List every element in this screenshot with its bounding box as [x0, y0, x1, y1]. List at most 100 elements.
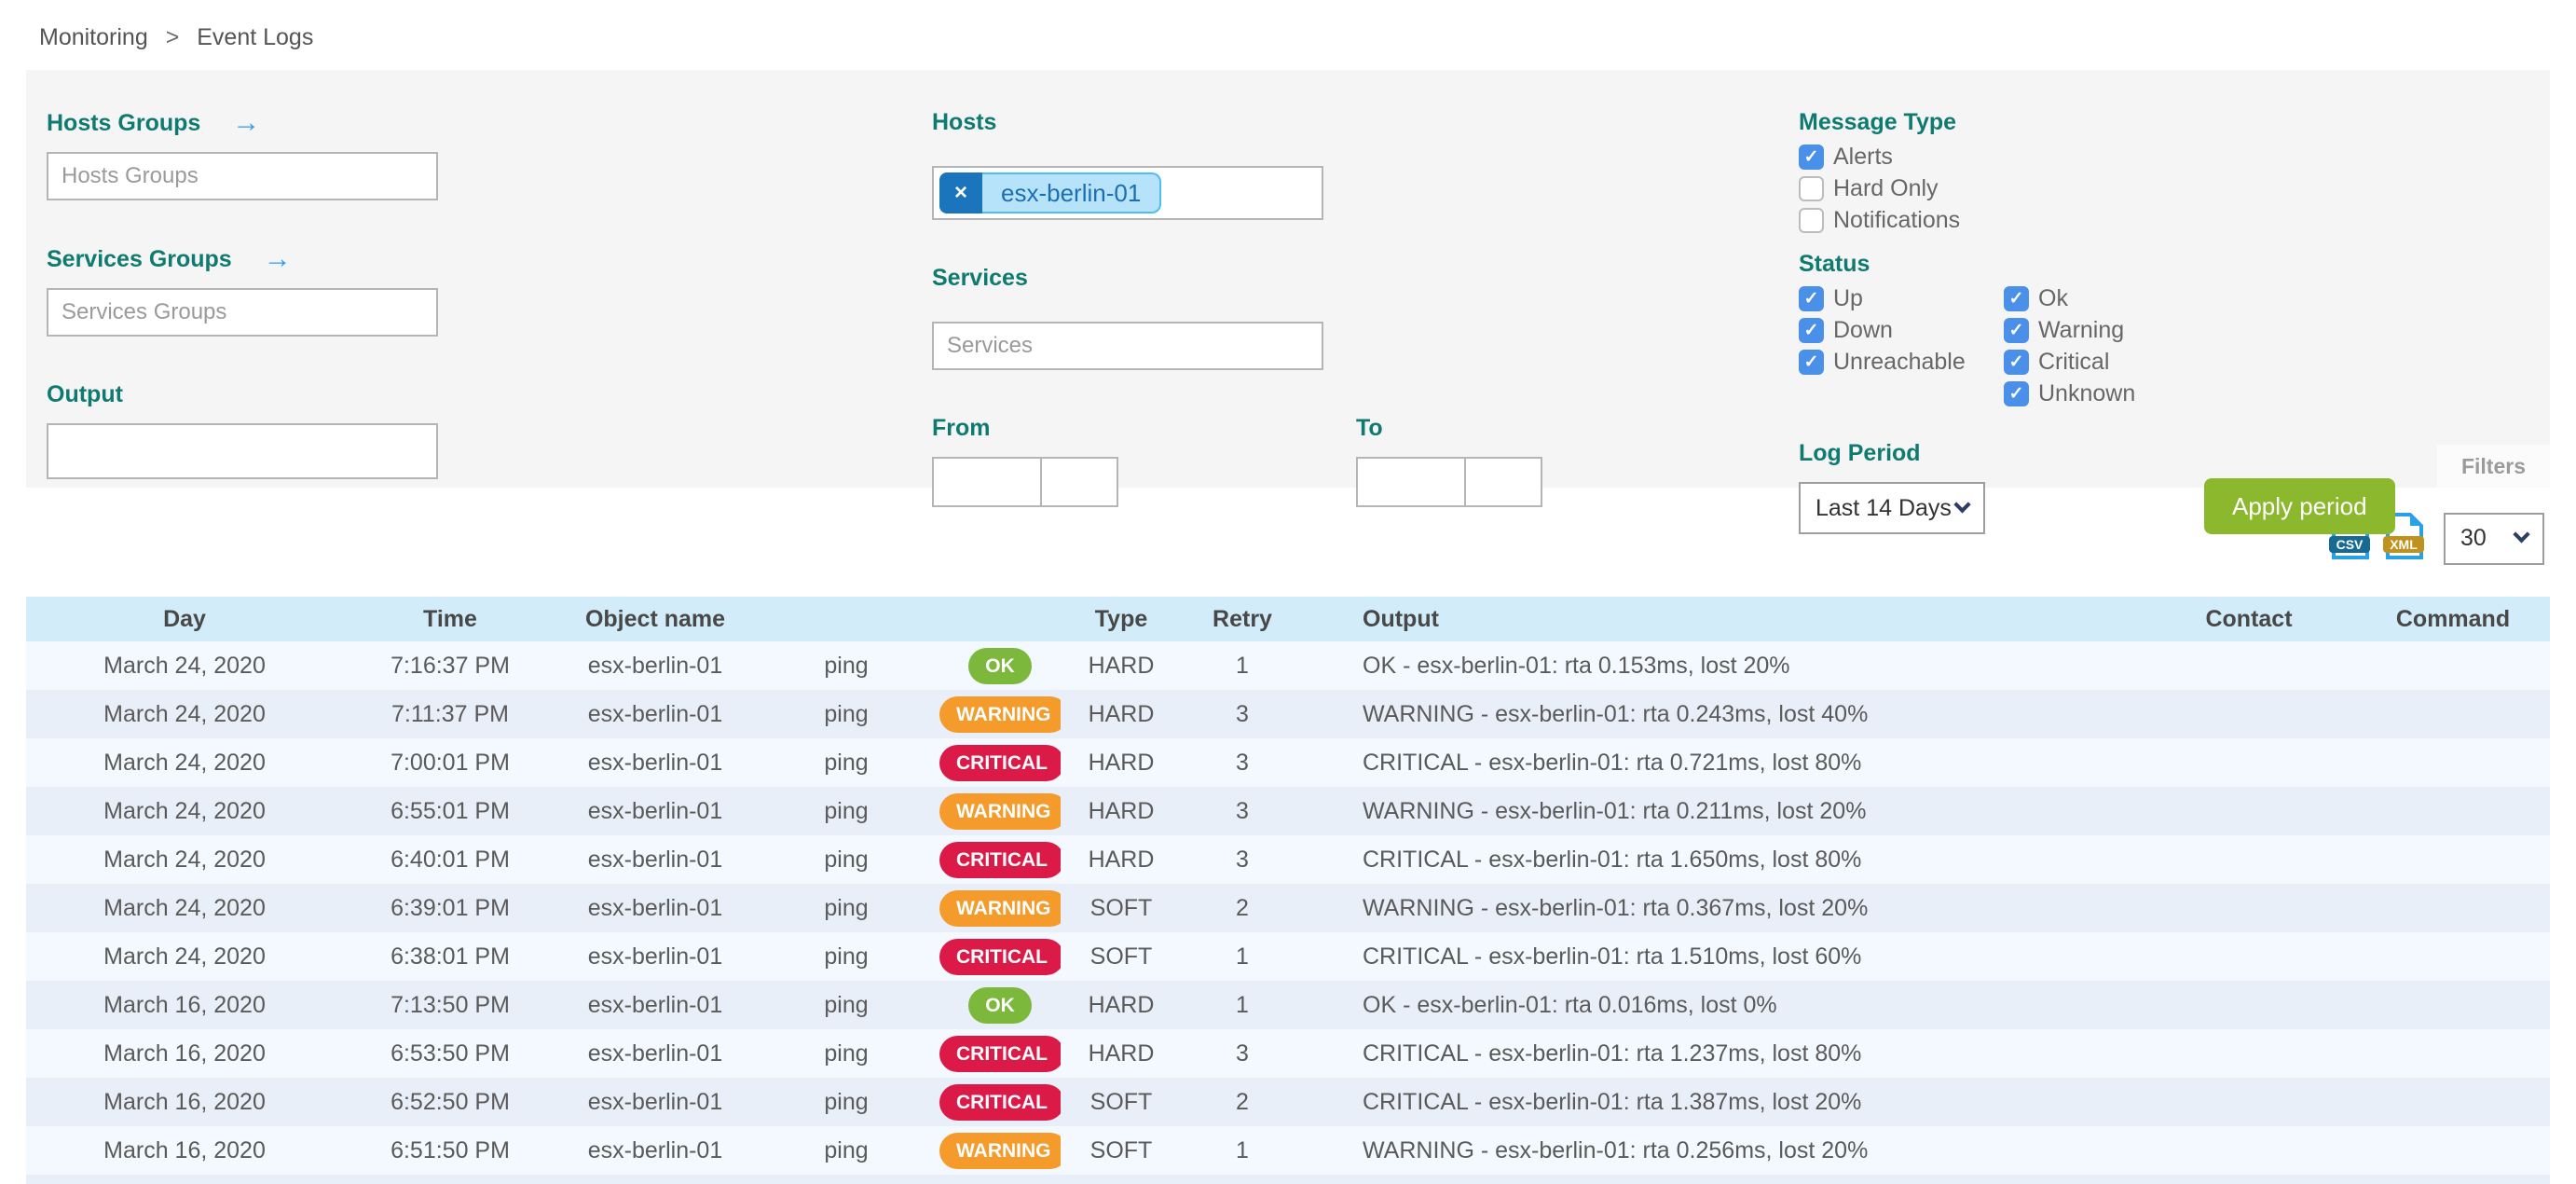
apply-period-button[interactable]: Apply period [2204, 478, 2395, 534]
status-host-option-label: Unreachable [1833, 349, 1966, 375]
status-service-option[interactable]: Critical [2004, 349, 2209, 376]
cell-output: CRITICAL - esx-berlin-01: rta 0.721ms, l… [1303, 738, 2142, 787]
column-header-blank [939, 597, 1061, 641]
message-type-option[interactable]: Notifications [1799, 207, 2550, 234]
table-row: March 16, 2020 6:52:50 PM esx-berlin-01 pin… [26, 1078, 2550, 1126]
services-input[interactable] [932, 322, 1323, 370]
status-service-option-label: Warning [2038, 317, 2125, 343]
cell-type: HARD [1061, 981, 1182, 1029]
breadcrumb-monitoring[interactable]: Monitoring [39, 24, 148, 50]
cell-service: ping [753, 1029, 939, 1078]
checkbox-unchecked-icon[interactable] [1799, 208, 1824, 233]
checkbox-checked-icon[interactable] [2004, 350, 2029, 375]
table-row: March 24, 2020 6:40:01 PM esx-berlin-01 pin… [26, 835, 2550, 884]
cell-output: CRITICAL - esx-berlin-01: rta 1.237ms, l… [1303, 1029, 2142, 1078]
cell-day: March 24, 2020 [26, 690, 343, 738]
cell-command [2356, 787, 2550, 835]
cell-object: esx-berlin-01 [557, 787, 753, 835]
from-time-input[interactable] [1040, 457, 1118, 507]
cell-command [2356, 932, 2550, 981]
checkbox-checked-icon[interactable] [1799, 318, 1824, 343]
cell-type: SOFT [1061, 932, 1182, 981]
column-header-output: Output [1303, 597, 2142, 641]
checkbox-checked-icon[interactable] [1799, 286, 1824, 311]
cell-day: March 24, 2020 [26, 787, 343, 835]
checkbox-checked-icon[interactable] [1799, 145, 1824, 170]
cell-object: esx-berlin-01 [557, 835, 753, 884]
checkbox-checked-icon[interactable] [2004, 286, 2029, 311]
status-service-option[interactable]: Unknown [2004, 380, 2209, 407]
cell-retry: 3 [1182, 738, 1303, 787]
services-groups-arrow-right-icon[interactable]: → [263, 243, 292, 274]
cell-status: OK [939, 641, 1061, 690]
cell-time: 7:00:01 PM [343, 738, 557, 787]
hosts-groups-input[interactable] [47, 152, 438, 200]
export-xml-icon[interactable]: XML [2382, 512, 2427, 565]
log-period-select[interactable]: Last 14 Days [1799, 482, 1985, 534]
cell-type: HARD [1061, 738, 1182, 787]
filter-column-left: Hosts Groups → Services Groups → Output [47, 109, 932, 534]
cell-status: WARNING [939, 1126, 1061, 1175]
checkbox-checked-icon[interactable] [2004, 318, 2029, 343]
to-time-input[interactable] [1464, 457, 1542, 507]
cell-status: CRITICAL [939, 1078, 1061, 1126]
cell-retry: 3 [1182, 835, 1303, 884]
log-period-label: Log Period [1799, 440, 1921, 466]
status-host-option[interactable]: Up [1799, 285, 2004, 312]
breadcrumb-event-logs[interactable]: Event Logs [197, 24, 314, 50]
cell-type: HARD [1061, 1029, 1182, 1078]
cell-time: 6:39:01 PM [343, 884, 557, 932]
status-host-option-label: Up [1833, 285, 1863, 311]
checkbox-unchecked-icon[interactable] [1799, 176, 1824, 201]
cell-day: March 16, 2020 [26, 981, 343, 1029]
cell-service: ping [753, 932, 939, 981]
checkbox-checked-icon[interactable] [2004, 381, 2029, 406]
hosts-input[interactable]: × esx-berlin-01 [932, 166, 1323, 220]
hosts-groups-label: Hosts Groups [47, 109, 201, 136]
message-type-option[interactable]: Alerts [1799, 144, 2550, 171]
column-header-type: Type [1061, 597, 1182, 641]
cell-object: esx-berlin-01 [557, 1078, 753, 1126]
cell-object: esx-berlin-01 [557, 1126, 753, 1175]
cell-retry: 1 [1182, 641, 1303, 690]
checkbox-checked-icon[interactable] [1799, 350, 1824, 375]
services-groups-input[interactable] [47, 288, 438, 337]
cell-output: CRITICAL - esx-berlin-01: rta 1.650ms, l… [1303, 835, 2142, 884]
csv-icon-label: CSV [2336, 537, 2364, 552]
cell-output: WARNING - esx-berlin-01: rta 0.256ms, lo… [1303, 1126, 2142, 1175]
cell-contact [2142, 932, 2356, 981]
from-date-input[interactable] [932, 457, 1042, 507]
cell-time: 7:13:50 PM [343, 981, 557, 1029]
cell-output: CRITICAL - esx-berlin-01: rta 1.510ms, l… [1303, 932, 2142, 981]
cell-command [2356, 1078, 2550, 1126]
status-service-option[interactable]: Ok [2004, 285, 2209, 312]
cell-retry: 3 [1182, 787, 1303, 835]
cell-command [2356, 641, 2550, 690]
cell-object: esx-berlin-01 [557, 690, 753, 738]
status-host-option[interactable]: Unreachable [1799, 349, 2004, 376]
output-input[interactable] [47, 423, 438, 479]
status-badge: CRITICAL [939, 744, 1061, 781]
to-date-input[interactable] [1356, 457, 1466, 507]
cell-retry: 3 [1182, 690, 1303, 738]
cell-service: ping [753, 787, 939, 835]
status-host-option[interactable]: Down [1799, 317, 2004, 344]
status-badge: CRITICAL [939, 1035, 1061, 1072]
table-row: March 24, 2020 7:00:01 PM esx-berlin-01 pin… [26, 738, 2550, 787]
hosts-groups-arrow-right-icon[interactable]: → [232, 107, 261, 138]
page-size-select[interactable]: 30 [2444, 512, 2544, 565]
cell-service: ping [753, 1126, 939, 1175]
cell-day: March 24, 2020 [26, 932, 343, 981]
cell-status: WARNING [939, 884, 1061, 932]
column-header-object-name: Object name [557, 597, 753, 641]
filters-tab[interactable]: Filters [2436, 445, 2550, 488]
cell-status: WARNING [939, 690, 1061, 738]
message-type-option[interactable]: Hard Only [1799, 175, 2550, 202]
log-period-value: Last 14 Days [1816, 494, 1952, 521]
cell-day: March 24, 2020 [26, 641, 343, 690]
status-badge: WARNING [939, 695, 1061, 733]
status-service-option[interactable]: Warning [2004, 317, 2209, 344]
message-type-option-label: Alerts [1833, 144, 1893, 170]
table-row: March 16, 2020 6:51:50 PM esx-berlin-01 pin… [26, 1126, 2550, 1175]
chip-remove-button[interactable]: × [939, 172, 982, 213]
